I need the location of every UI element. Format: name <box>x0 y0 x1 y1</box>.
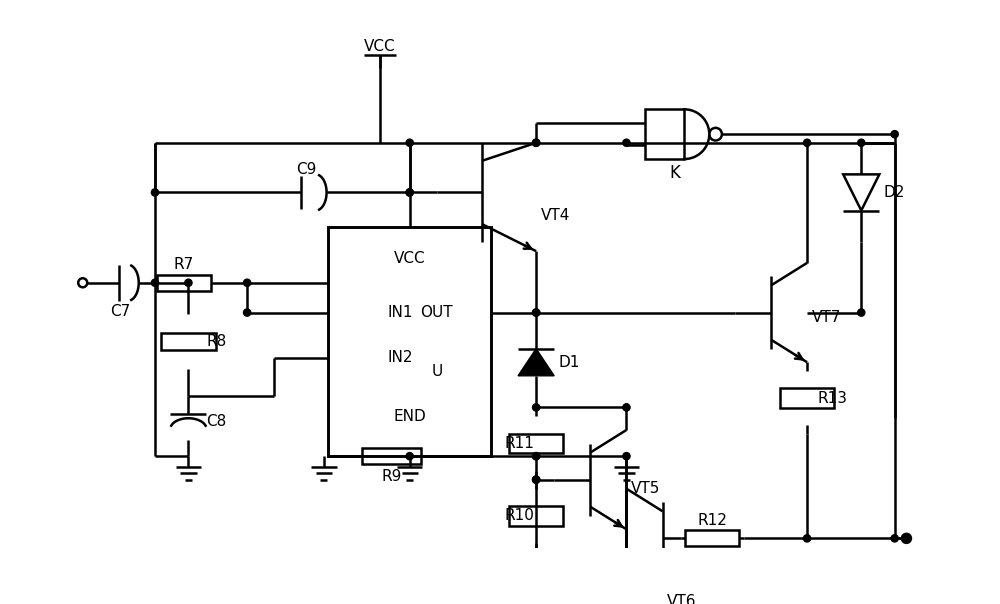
Bar <box>362 448 421 464</box>
Text: VT5: VT5 <box>631 481 660 496</box>
Bar <box>161 333 216 350</box>
Circle shape <box>533 309 540 316</box>
Text: R11: R11 <box>505 436 534 451</box>
Circle shape <box>623 548 630 556</box>
Text: R9: R9 <box>381 469 402 484</box>
Bar <box>509 434 563 454</box>
Text: C8: C8 <box>206 414 227 429</box>
Circle shape <box>803 535 811 542</box>
Circle shape <box>533 139 540 146</box>
Circle shape <box>406 189 413 196</box>
Text: VCC: VCC <box>364 39 396 54</box>
Text: R10: R10 <box>505 509 534 523</box>
Circle shape <box>803 139 811 146</box>
Text: VCC: VCC <box>394 251 425 266</box>
Text: D1: D1 <box>559 355 580 370</box>
Circle shape <box>243 309 251 316</box>
Circle shape <box>533 452 540 460</box>
Circle shape <box>243 279 251 286</box>
Circle shape <box>891 130 898 138</box>
Circle shape <box>406 139 413 146</box>
Text: C7: C7 <box>111 304 131 319</box>
Text: VT6: VT6 <box>667 594 697 604</box>
Bar <box>328 226 491 456</box>
Circle shape <box>858 139 865 146</box>
Text: R12: R12 <box>697 513 727 528</box>
Circle shape <box>858 309 865 316</box>
Circle shape <box>406 189 413 196</box>
Circle shape <box>533 309 540 316</box>
Text: VT7: VT7 <box>812 310 841 324</box>
Circle shape <box>623 404 630 411</box>
Bar <box>645 109 684 159</box>
Bar <box>780 388 834 408</box>
Circle shape <box>151 279 159 286</box>
Text: R13: R13 <box>818 391 848 406</box>
Polygon shape <box>843 175 879 211</box>
Text: D2: D2 <box>884 185 905 200</box>
Text: R8: R8 <box>206 334 227 349</box>
Circle shape <box>151 189 159 196</box>
Bar <box>157 275 211 291</box>
Circle shape <box>185 279 192 286</box>
Text: R7: R7 <box>174 257 194 272</box>
Circle shape <box>533 452 540 460</box>
Circle shape <box>533 476 540 483</box>
Circle shape <box>891 535 898 542</box>
Circle shape <box>533 548 540 556</box>
Text: END: END <box>393 409 426 424</box>
Circle shape <box>406 452 413 460</box>
Circle shape <box>623 452 630 460</box>
Text: K: K <box>670 164 681 182</box>
Circle shape <box>903 535 910 542</box>
Circle shape <box>533 404 540 411</box>
Text: U: U <box>431 364 442 379</box>
Text: C9: C9 <box>296 162 316 178</box>
Circle shape <box>623 139 630 146</box>
Text: IN1: IN1 <box>388 305 413 320</box>
Bar <box>685 530 739 547</box>
Polygon shape <box>518 349 554 376</box>
Text: VT4: VT4 <box>541 208 570 222</box>
Circle shape <box>533 139 540 146</box>
Text: OUT: OUT <box>420 305 453 320</box>
Text: IN2: IN2 <box>388 350 413 365</box>
Circle shape <box>533 476 540 483</box>
Bar <box>509 506 563 525</box>
